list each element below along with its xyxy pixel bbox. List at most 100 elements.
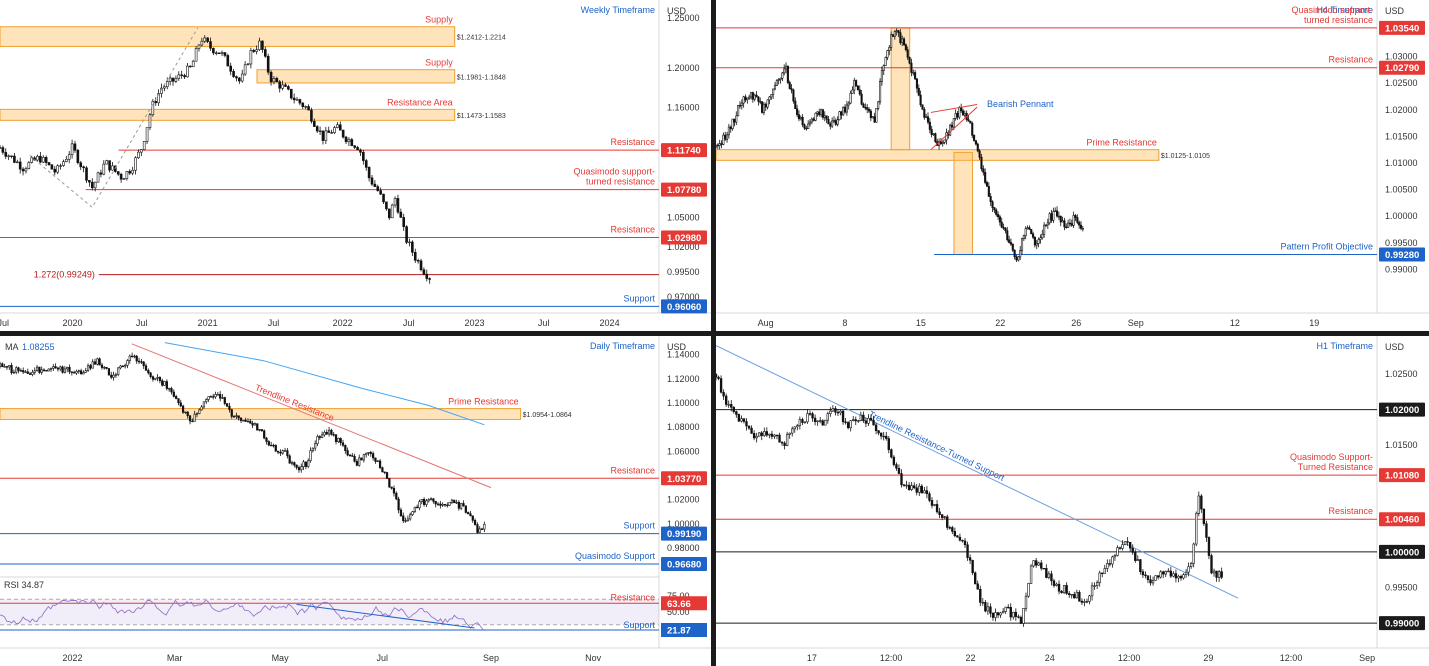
x-tick-label: 2024	[600, 318, 620, 328]
candle	[958, 107, 961, 118]
candle	[156, 376, 159, 379]
candle	[1136, 559, 1139, 561]
candle	[799, 117, 802, 120]
candle	[35, 366, 39, 372]
candle	[738, 105, 742, 107]
candle	[1020, 238, 1024, 251]
candle	[914, 72, 917, 80]
candle	[212, 47, 215, 54]
candle	[956, 112, 959, 118]
candle	[1026, 227, 1029, 230]
chart-title: H1 Timeframe	[1316, 341, 1373, 351]
candle	[369, 452, 372, 454]
candle	[757, 96, 760, 102]
candle	[148, 114, 152, 128]
candle	[53, 168, 57, 173]
candle	[135, 355, 138, 362]
x-tick-label: 12:00	[1118, 653, 1141, 663]
candle	[880, 70, 883, 82]
candle	[184, 411, 187, 414]
candle	[202, 401, 206, 408]
candle	[1072, 215, 1075, 226]
candle	[107, 368, 111, 376]
candle	[1108, 563, 1112, 565]
candle	[1037, 239, 1040, 244]
candle	[772, 88, 775, 95]
candle	[124, 364, 127, 367]
candle	[1134, 552, 1137, 561]
candle	[191, 420, 194, 423]
candle	[198, 409, 201, 414]
candle	[841, 410, 845, 423]
candle	[47, 368, 50, 372]
candle	[732, 406, 735, 412]
candle	[747, 425, 751, 429]
candle	[402, 515, 405, 522]
h4-chart-panel[interactable]: USD H4 Timeframe 1.03000 1.02500 1.02000 1.01…	[716, 0, 1429, 331]
candle	[1007, 606, 1010, 609]
candle	[362, 151, 365, 161]
candle	[112, 374, 115, 378]
x-tick-label: 15	[916, 318, 926, 328]
candle	[157, 93, 160, 104]
zone-label: Prime Resistance	[1086, 138, 1157, 148]
candle	[716, 373, 718, 378]
candle	[1057, 583, 1061, 592]
candle	[902, 484, 906, 486]
candle	[235, 415, 238, 417]
candle	[439, 503, 442, 506]
candle	[1172, 573, 1175, 577]
weekly-chart-panel[interactable]: USD Weekly Timeframe 1.25000 1.20000 1.16000…	[0, 0, 711, 331]
candle	[953, 531, 957, 537]
candle	[321, 434, 324, 438]
candle	[170, 388, 173, 393]
candle	[1156, 575, 1160, 578]
candle	[217, 52, 221, 54]
candle	[910, 62, 913, 73]
level-label: Resistance	[1328, 506, 1373, 516]
h1-chart-panel[interactable]: USD H1 Timeframe 1.02500 1.01500 0.99500 17 12…	[716, 336, 1429, 666]
candle	[1043, 224, 1046, 235]
candle	[854, 419, 857, 422]
candle	[801, 419, 804, 423]
candle	[397, 498, 400, 511]
candle	[281, 84, 284, 89]
candle	[1151, 580, 1155, 584]
pane-separator-horizontal[interactable]	[0, 331, 1429, 336]
candle	[949, 124, 952, 136]
candle	[905, 484, 908, 487]
rsi-badge	[661, 596, 707, 611]
candle	[941, 141, 944, 145]
x-tick-label: Jul	[403, 318, 415, 328]
candle	[27, 162, 31, 169]
candle	[796, 108, 799, 116]
candle	[890, 449, 893, 458]
candle	[411, 241, 414, 253]
candle	[364, 160, 368, 168]
candle	[471, 515, 474, 521]
candle	[858, 89, 861, 95]
candle	[3, 366, 6, 368]
candle	[752, 433, 756, 439]
rsi-tick: 50.00	[667, 607, 690, 617]
candle	[1008, 239, 1011, 243]
candle	[985, 182, 989, 187]
candle	[716, 144, 718, 148]
daily-chart-panel[interactable]: USD Daily Timeframe 1.14000 1.12000 1.10000 1…	[0, 336, 711, 666]
candle	[906, 49, 909, 58]
candle	[253, 423, 257, 426]
candle	[298, 99, 302, 104]
candle	[307, 460, 310, 467]
candle	[1113, 555, 1117, 558]
candle	[460, 503, 463, 509]
candle	[325, 432, 328, 435]
candle	[777, 79, 780, 81]
y-tick-label: 1.00500	[1385, 185, 1418, 195]
candle	[216, 394, 219, 396]
candle	[904, 44, 907, 51]
candle	[818, 420, 822, 422]
candle	[330, 429, 333, 435]
candle	[1197, 495, 1200, 514]
candle	[827, 118, 830, 125]
candle	[785, 65, 788, 70]
